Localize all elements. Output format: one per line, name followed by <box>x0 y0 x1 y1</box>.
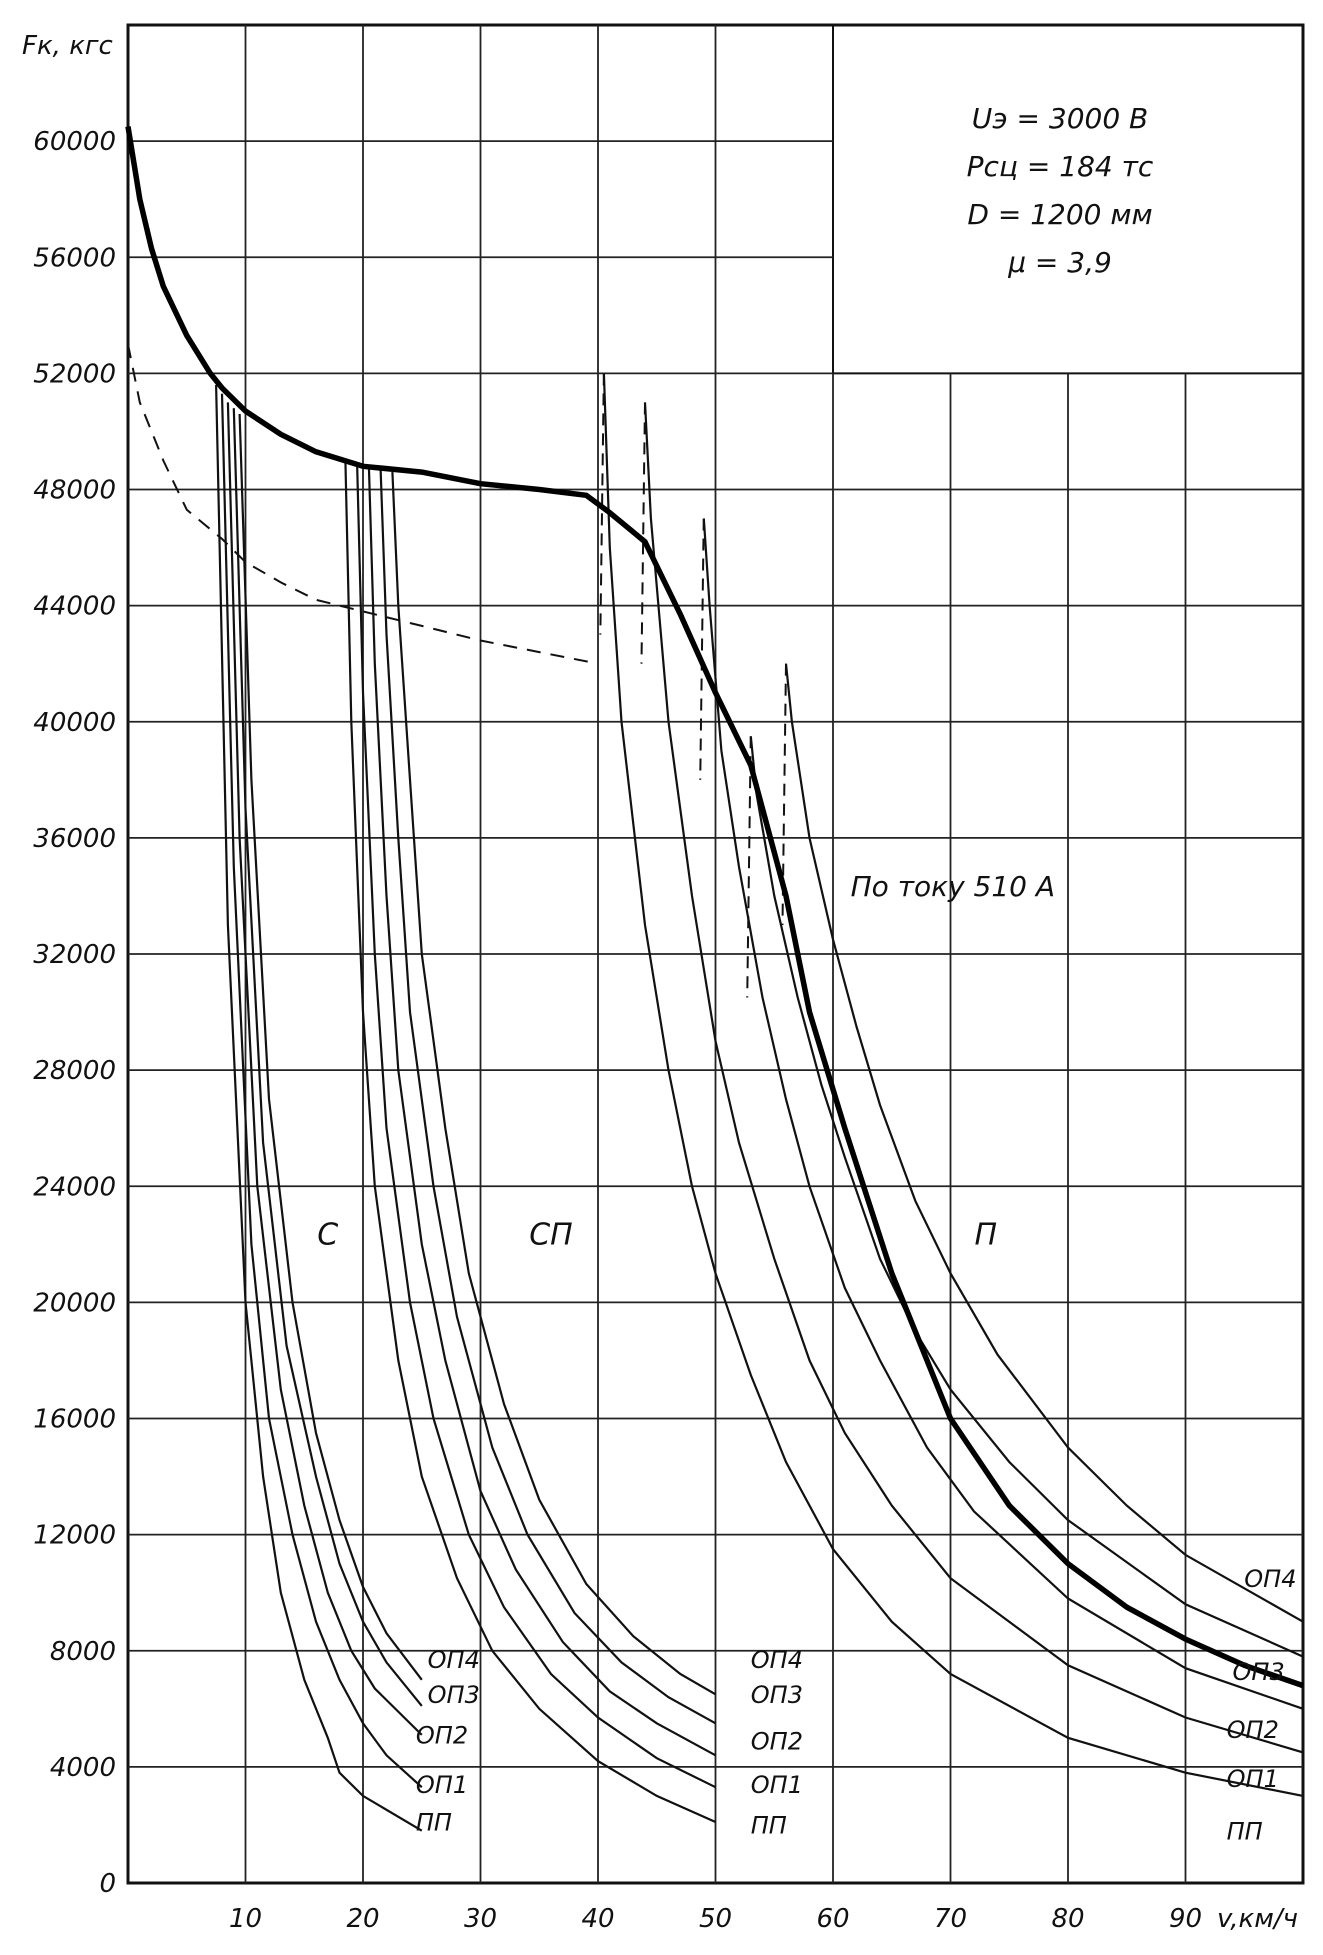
y-tick-label: 24000 <box>33 1172 116 1202</box>
curve-label: ПП <box>416 1809 452 1837</box>
parameter-text: Pсц = 184 тс <box>967 150 1154 183</box>
x-tick-label: 70 <box>934 1904 967 1934</box>
dashed-curve <box>127 344 599 665</box>
x-tick-label: 60 <box>816 1904 849 1934</box>
curve-label: ОП4 <box>1244 1565 1296 1593</box>
curve-line <box>391 472 717 1696</box>
curve-label: ОП1 <box>751 1771 803 1799</box>
x-tick-label: 80 <box>1051 1904 1084 1934</box>
parameter-text: D = 1200 мм <box>967 198 1152 231</box>
curve-label: ОП2 <box>751 1727 803 1755</box>
x-axis-title: v,км/ч <box>1217 1904 1298 1934</box>
parameter-text: Uэ = 3000 В <box>972 102 1149 135</box>
x-tick-label: 10 <box>229 1904 262 1934</box>
curve-line <box>602 373 1304 1797</box>
curve-line <box>238 413 423 1681</box>
curve-label: ПП <box>751 1812 787 1840</box>
y-tick-label: 36000 <box>33 824 116 854</box>
x-tick-label: 40 <box>581 1904 614 1934</box>
curve-label: ПП <box>1227 1817 1263 1845</box>
y-tick-label: 8000 <box>50 1637 116 1667</box>
y-tick-label: 20000 <box>33 1288 116 1318</box>
curve-label: ОП3 <box>751 1681 803 1709</box>
curve-line <box>367 466 717 1757</box>
y-tick-label: 12000 <box>33 1521 116 1551</box>
y-tick-label: 52000 <box>33 359 116 389</box>
x-tick-label: 20 <box>346 1904 379 1934</box>
curve-line <box>702 518 1304 1710</box>
parameter-text: μ = 3,9 <box>1007 246 1112 279</box>
curve-label: ОП2 <box>416 1722 468 1750</box>
x-tick-label: 50 <box>699 1904 732 1934</box>
curve-line <box>379 469 717 1725</box>
curve-line <box>232 408 423 1707</box>
curve-label: ОП1 <box>1227 1765 1279 1793</box>
y-tick-label: 40000 <box>33 708 116 738</box>
curve-label: ОП4 <box>751 1646 803 1674</box>
region-label: С <box>317 1217 338 1252</box>
y-tick-label: 4000 <box>50 1753 116 1783</box>
curve-line <box>749 736 1304 1658</box>
x-tick-label: 30 <box>464 1904 497 1934</box>
curve-label: ОП2 <box>1227 1716 1279 1744</box>
transition-dash <box>699 518 705 780</box>
curve-line <box>643 402 1304 1754</box>
curve-line <box>215 384 423 1832</box>
limit-curve <box>125 126 1304 1689</box>
y-tick-label: 0 <box>99 1869 116 1899</box>
curve-label: ОП1 <box>416 1771 468 1799</box>
labels: 10 20 30 40 50 60 70 80 90 0 4000 8000 12000 16000 200… <box>22 31 1298 1934</box>
curve-label: ОП4 <box>428 1646 480 1674</box>
curve-line <box>226 402 423 1736</box>
y-tick-label: 32000 <box>33 940 116 970</box>
curves <box>125 126 1304 1832</box>
region-label: П <box>974 1217 997 1252</box>
y-axis-title: Fк, кгс <box>22 31 113 61</box>
transition-dash <box>781 663 787 925</box>
y-tick-label: 48000 <box>33 476 116 506</box>
curve-label: ОП3 <box>1233 1658 1285 1686</box>
curve-line <box>220 393 423 1789</box>
y-tick-label: 44000 <box>33 592 116 622</box>
transition-dash <box>746 736 752 998</box>
region-label: СП <box>529 1217 573 1252</box>
curve-line <box>344 460 716 1824</box>
curve-label: ОП3 <box>428 1681 480 1709</box>
x-tick-label: 90 <box>1169 1904 1202 1934</box>
transition-dash <box>640 402 646 664</box>
y-tick-label: 60000 <box>33 127 116 157</box>
y-tick-label: 16000 <box>33 1405 116 1435</box>
y-tick-label: 28000 <box>33 1056 116 1086</box>
y-tick-label: 56000 <box>33 243 116 273</box>
grid <box>126 23 1305 1885</box>
curve-line <box>356 463 716 1789</box>
current-limit-label: По току 510 А <box>851 870 1055 903</box>
curve-line <box>784 663 1304 1623</box>
